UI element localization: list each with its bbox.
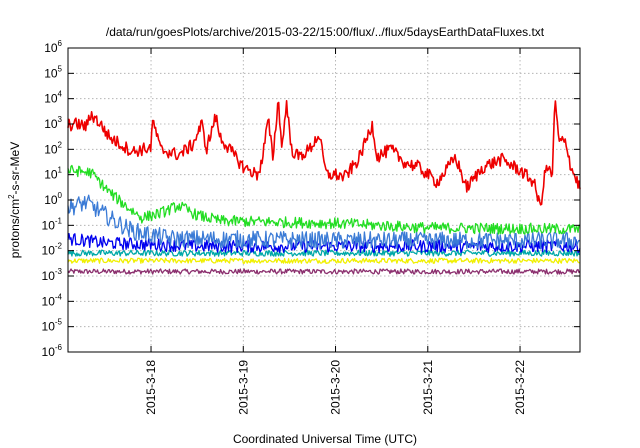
chart-title: /data/run/goesPlots/archive/2015-03-22/1…: [106, 25, 545, 39]
y-tick-label: 100: [44, 191, 62, 207]
series-line-0: [67, 268, 581, 275]
axes: 10-6 10-5 10-4 10-3 10-2 10-1 100 101 102 103 104 1…: [42, 39, 580, 415]
y-axis-label: protons/cm2-s-sr-MeV: [7, 142, 22, 258]
y-tick-label: 10-1: [42, 216, 63, 232]
y-tick-label: 10-5: [42, 318, 63, 334]
y-axis-label-sup: 2: [7, 194, 16, 199]
series-line-6: [67, 100, 581, 206]
y-tick-label: 106: [44, 39, 62, 55]
series-line-1: [67, 257, 581, 264]
y-axis-label-rest: -s-sr-MeV: [8, 142, 22, 195]
x-tick-label: 2015-3-18: [144, 360, 158, 415]
y-tick-label: 10-6: [42, 343, 63, 359]
y-tick-label: 10-2: [42, 242, 63, 258]
y-tick-label: 103: [44, 115, 62, 131]
x-tick-label: 2015-3-20: [329, 360, 343, 415]
y-tick-label: 10-4: [42, 292, 63, 308]
y-tick-label: 104: [44, 90, 62, 106]
y-tick-label: 10-3: [42, 267, 63, 283]
y-tick-label: 101: [44, 166, 62, 182]
grid-lines: [68, 48, 580, 352]
x-tick-label: 2015-3-22: [513, 360, 527, 415]
x-axis-label: Coordinated Universal Time (UTC): [233, 432, 417, 446]
y-tick-label: 102: [44, 140, 62, 156]
x-tick-label: 2015-3-21: [421, 360, 435, 415]
series-line-5: [67, 164, 581, 235]
y-axis-label-base: protons/cm: [8, 199, 22, 258]
y-tick-label: 105: [44, 64, 62, 80]
series-layer: [67, 100, 581, 275]
x-tick-label: 2015-3-19: [236, 360, 250, 415]
series-line-4: [67, 194, 581, 251]
series-line-2: [67, 249, 581, 257]
